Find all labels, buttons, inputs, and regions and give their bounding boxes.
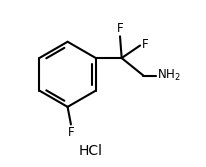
Text: F: F bbox=[116, 22, 123, 35]
Text: F: F bbox=[67, 126, 74, 139]
Text: NH$_2$: NH$_2$ bbox=[156, 68, 180, 83]
Text: F: F bbox=[141, 38, 148, 51]
Text: HCl: HCl bbox=[78, 144, 102, 158]
